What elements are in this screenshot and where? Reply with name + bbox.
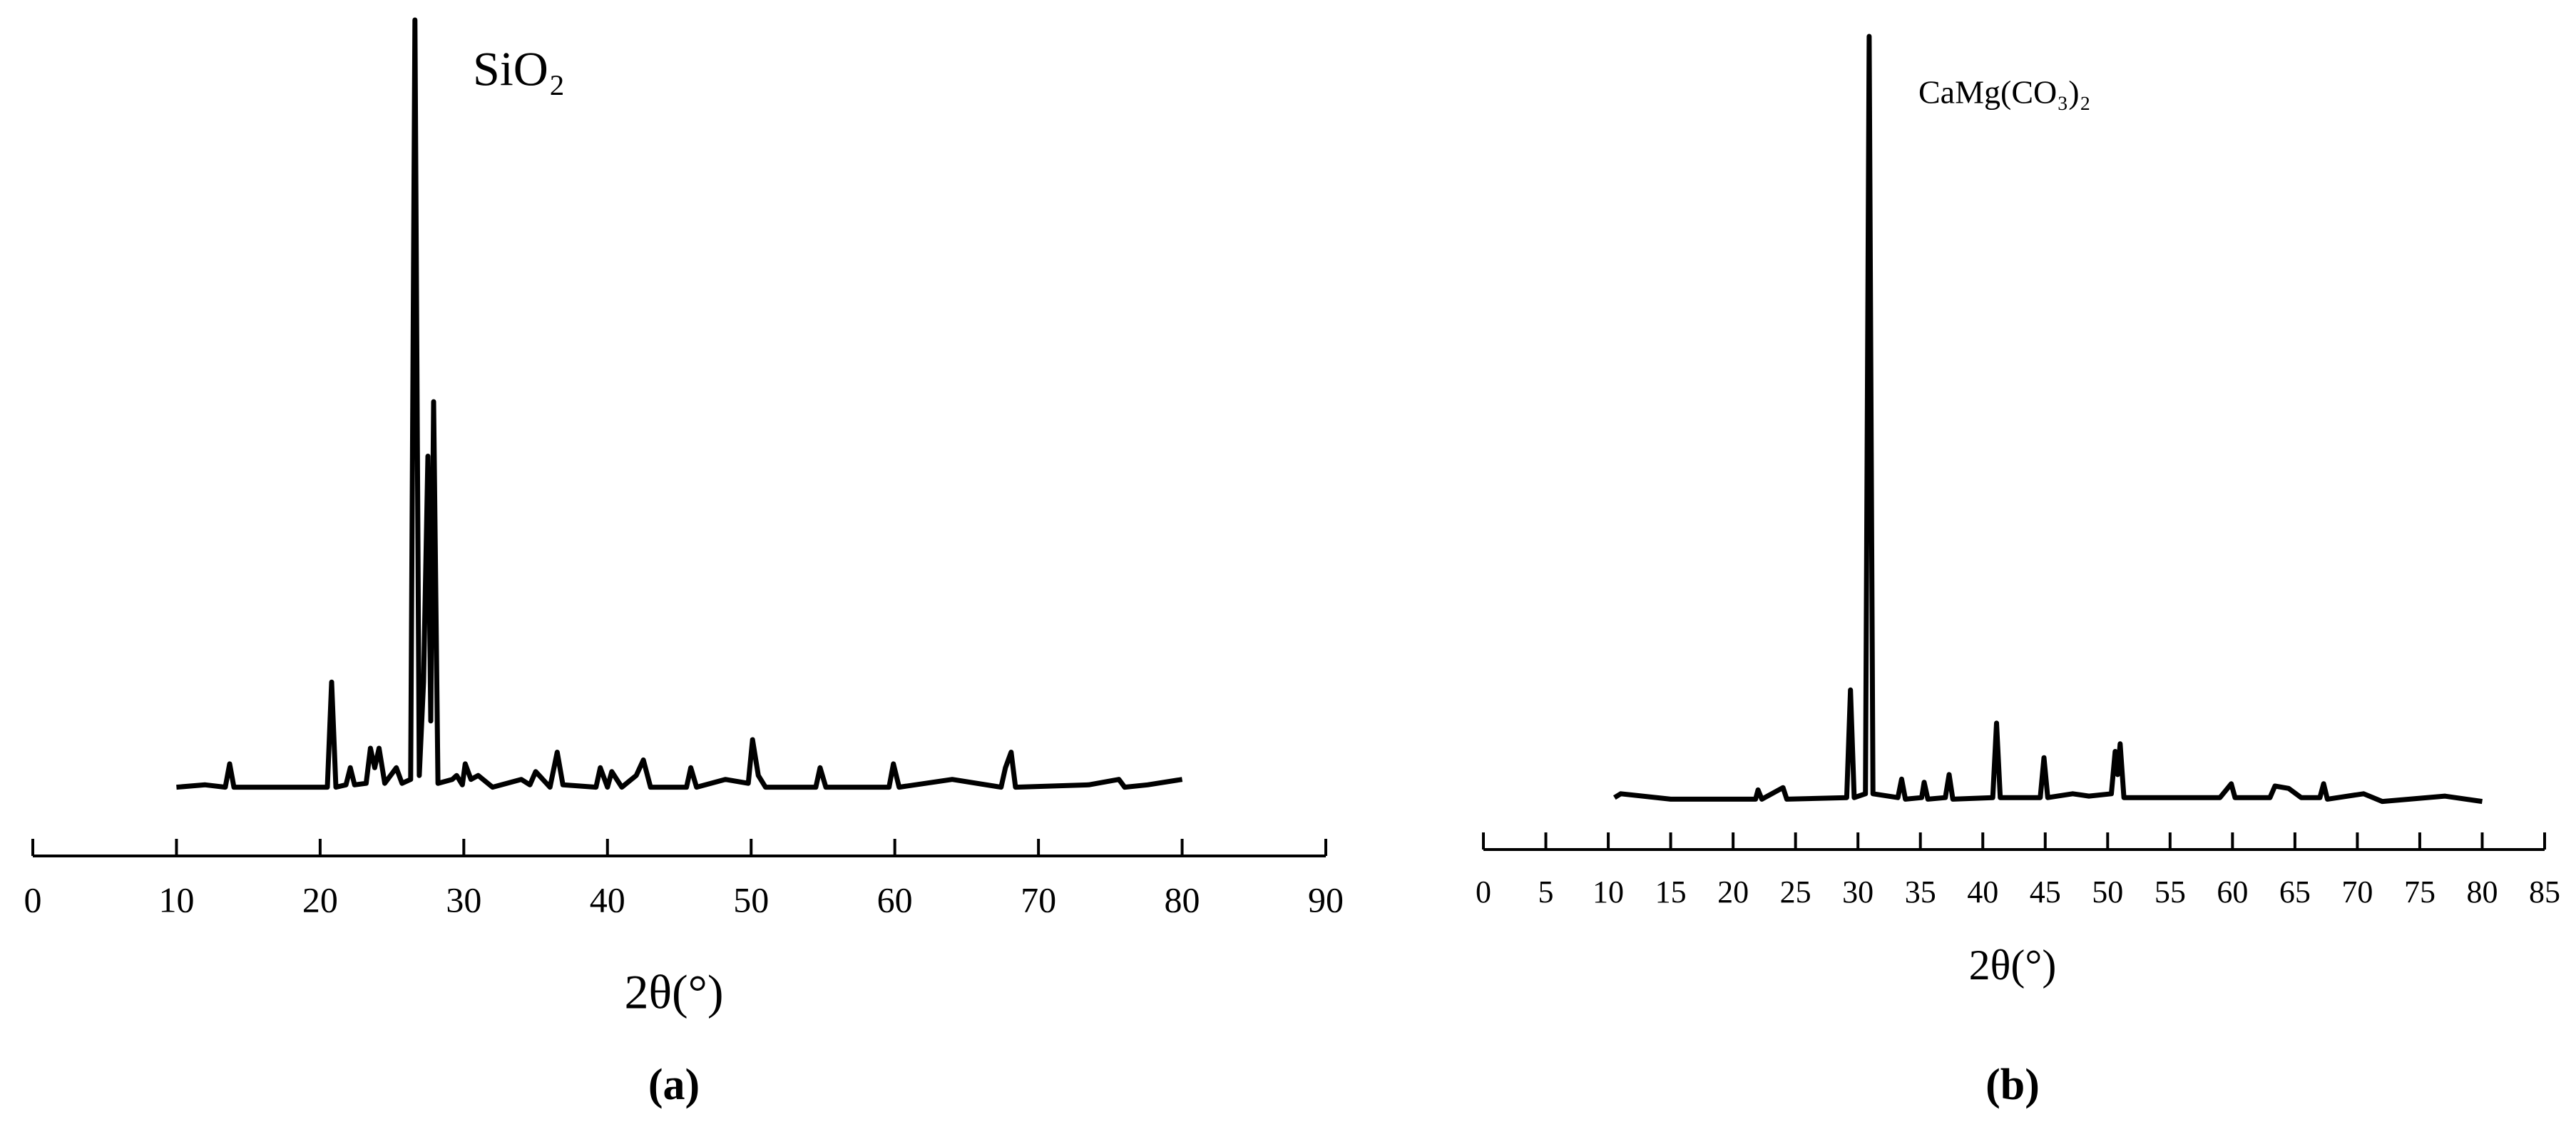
x-tick-label: 55 xyxy=(2155,874,2186,909)
x-tick-label: 5 xyxy=(1538,874,1554,909)
x-tick-label: 60 xyxy=(877,879,913,919)
panel-label: (a) xyxy=(648,1061,700,1109)
x-tick-label: 30 xyxy=(446,879,481,919)
x-tick-label: 20 xyxy=(1717,874,1749,909)
xrd-line xyxy=(176,17,1183,790)
x-axis-label: 2θ(°) xyxy=(624,965,723,1019)
x-tick-label: 60 xyxy=(2217,874,2248,909)
x-tick-label: 50 xyxy=(2092,874,2123,909)
x-tick-label: 15 xyxy=(1655,874,1687,909)
x-tick-label: 50 xyxy=(733,879,769,919)
x-tick-label: 10 xyxy=(158,879,194,919)
x-tick-label: 70 xyxy=(1021,879,1056,919)
x-tick-label: 30 xyxy=(1842,874,1874,909)
x-tick-label: 0 xyxy=(24,879,42,919)
x-tick-label: 40 xyxy=(590,879,625,919)
x-tick-label: 65 xyxy=(2279,874,2311,909)
chart-title: CaMg(CO₃)₂ xyxy=(1918,74,2091,111)
x-tick-label: 75 xyxy=(2404,874,2436,909)
x-tick-label: 80 xyxy=(1165,879,1200,919)
x-tick-label: 35 xyxy=(1905,874,1936,909)
x-tick-label: 90 xyxy=(1308,879,1344,919)
x-tick-label: 10 xyxy=(1593,874,1624,909)
panel-label: (b) xyxy=(1985,1061,2040,1109)
x-tick-label: 40 xyxy=(1967,874,1998,909)
x-axis-label: 2θ(°) xyxy=(1969,942,2057,989)
x-tick-label: 85 xyxy=(2529,874,2560,909)
x-tick-label: 70 xyxy=(2341,874,2373,909)
x-tick-label: 25 xyxy=(1780,874,1811,909)
xrd-line xyxy=(1612,34,2483,805)
chart-title: SiO₂ xyxy=(473,42,566,96)
x-tick-label: 45 xyxy=(2030,874,2061,909)
x-tick-label: 80 xyxy=(2466,874,2498,909)
x-tick-label: 0 xyxy=(1476,874,1491,909)
x-tick-label: 20 xyxy=(302,879,338,919)
